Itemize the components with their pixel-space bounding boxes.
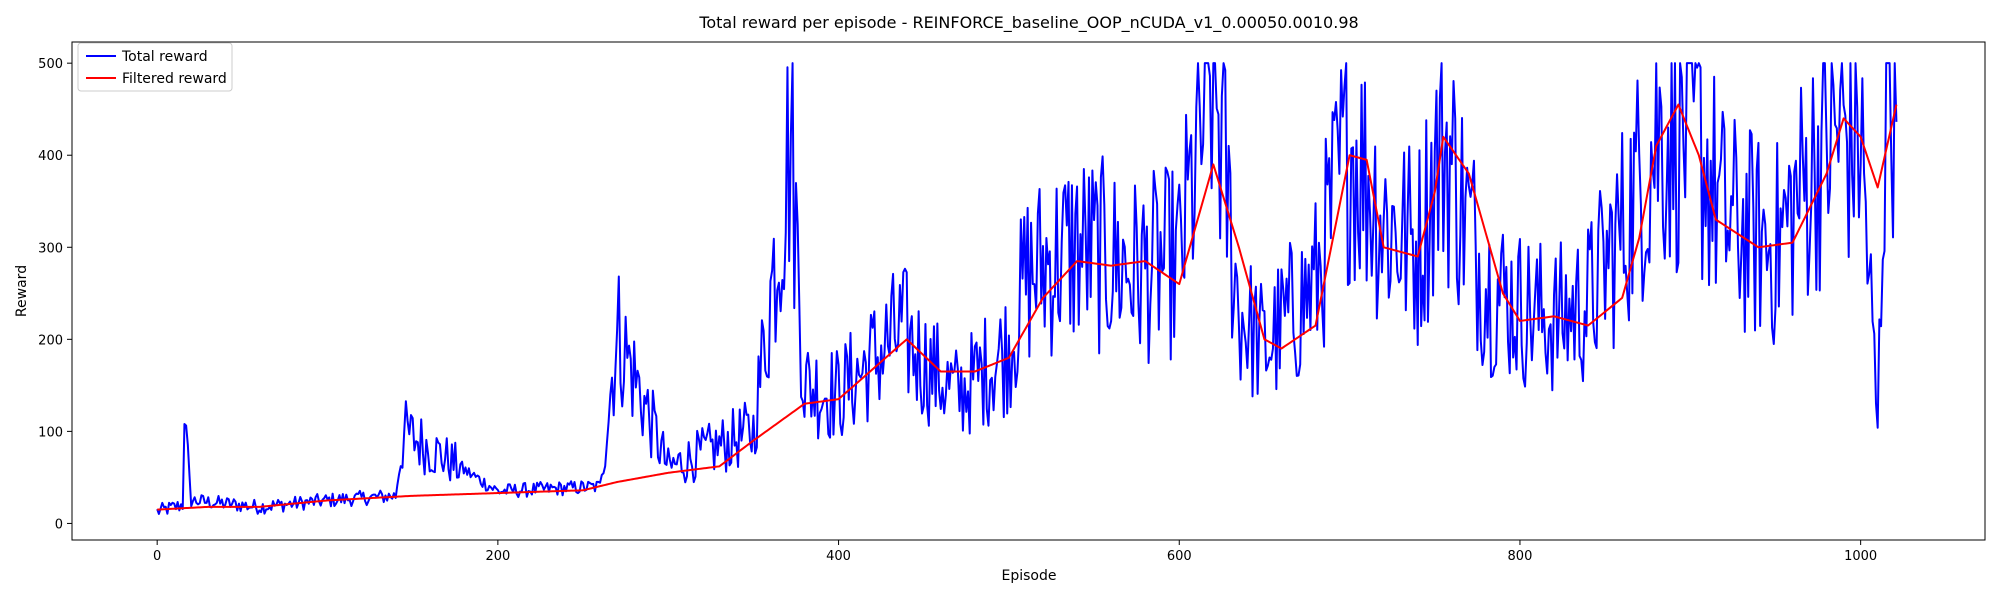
x-axis-label: Episode bbox=[1002, 568, 1057, 584]
plot-area: 0 200 400 600 800 1000 0 100 200 300 400 500 bbox=[38, 41, 1986, 564]
y-tick-label: 0 bbox=[55, 517, 63, 532]
y-tick-label: 100 bbox=[38, 425, 63, 440]
y-tick-label: 200 bbox=[38, 333, 63, 348]
x-axis: 0 200 400 600 800 1000 bbox=[153, 540, 1877, 564]
x-tick-label: 200 bbox=[485, 549, 510, 564]
series-line-total-reward bbox=[156, 62, 1898, 515]
chart-title: Total reward per episode - REINFORCE_bas… bbox=[698, 13, 1358, 33]
x-tick-label: 400 bbox=[826, 549, 851, 564]
y-tick-label: 300 bbox=[38, 241, 63, 256]
series-layer bbox=[156, 62, 1898, 515]
legend-box bbox=[77, 42, 233, 92]
x-tick-label: 1000 bbox=[1844, 549, 1877, 564]
series-line-filtered-reward bbox=[157, 103, 1898, 511]
y-axis: 0 100 200 300 400 500 bbox=[38, 57, 72, 532]
y-tick-label: 400 bbox=[38, 149, 63, 164]
legend-label-total-reward: Total reward bbox=[121, 49, 208, 65]
x-tick-label: 800 bbox=[1508, 549, 1533, 564]
plot-frame bbox=[71, 41, 1986, 541]
legend: Total reward Filtered reward bbox=[77, 42, 233, 92]
x-tick-label: 600 bbox=[1167, 549, 1192, 564]
y-tick-label: 500 bbox=[38, 57, 63, 72]
legend-label-filtered-reward: Filtered reward bbox=[122, 71, 227, 87]
y-axis-label: Reward bbox=[14, 265, 30, 317]
x-tick-label: 0 bbox=[153, 549, 161, 564]
